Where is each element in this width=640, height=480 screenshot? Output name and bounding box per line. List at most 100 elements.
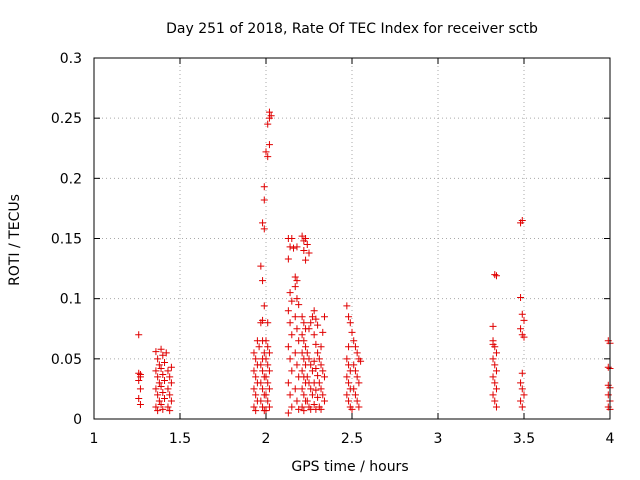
data-point (517, 293, 525, 301)
data-point (303, 241, 311, 249)
data-point (302, 343, 310, 351)
data-point (252, 407, 260, 415)
data-point (348, 405, 356, 413)
data-point (291, 349, 299, 357)
data-point (159, 389, 167, 397)
y-axis-label: ROTI / TECUs (7, 194, 23, 286)
y-tick-label: 0.25 (51, 111, 82, 127)
data-point (320, 373, 328, 381)
data-point (355, 379, 363, 387)
data-point (257, 361, 265, 369)
data-point (259, 219, 267, 227)
data-point (157, 401, 165, 409)
data-point (152, 403, 160, 411)
data-point (351, 391, 359, 399)
data-point (157, 383, 165, 391)
data-point (310, 357, 318, 365)
data-point (492, 367, 500, 375)
data-point (167, 397, 175, 405)
x-axis-label: GPS time / hours (291, 459, 408, 475)
data-point (286, 391, 294, 399)
data-point (286, 319, 294, 327)
data-point (159, 405, 167, 413)
data-point (353, 349, 361, 357)
data-point (492, 272, 500, 280)
data-point (284, 307, 292, 315)
data-point (345, 343, 353, 351)
data-point (288, 331, 296, 339)
data-point (267, 112, 275, 120)
x-tick-label: 4 (606, 431, 615, 447)
data-point (259, 316, 267, 324)
data-point (293, 243, 301, 251)
data-point (351, 343, 359, 351)
data-point (257, 262, 265, 270)
data-point (348, 328, 356, 336)
data-point (260, 225, 268, 233)
data-point (305, 325, 313, 333)
data-point (293, 397, 301, 405)
data-point (135, 369, 143, 377)
data-point (264, 343, 272, 351)
data-point (350, 337, 358, 345)
data-point (262, 355, 270, 363)
data-point (489, 355, 497, 363)
data-point (288, 367, 296, 375)
data-point (265, 349, 273, 357)
data-point (284, 255, 292, 263)
data-point (154, 391, 162, 399)
data-point (314, 349, 322, 357)
data-point (164, 385, 172, 393)
data-point (265, 108, 273, 116)
data-point (259, 277, 267, 285)
data-point (298, 385, 306, 393)
data-point (298, 331, 306, 339)
chart-title: Day 251 of 2018, Rate Of TEC Index for r… (166, 21, 538, 37)
x-tick-label: 3 (434, 431, 443, 447)
data-point (302, 256, 310, 264)
data-point (317, 405, 325, 413)
data-point (492, 385, 500, 393)
data-point (291, 385, 299, 393)
data-point (489, 373, 497, 381)
data-point (312, 386, 320, 394)
data-point (302, 235, 310, 242)
data-point (319, 391, 327, 399)
x-tick-label: 1 (90, 431, 99, 447)
data-point (307, 361, 315, 369)
data-point (320, 313, 328, 321)
data-point (262, 373, 270, 381)
data-point (293, 295, 301, 303)
y-tick-label: 0.2 (60, 171, 82, 187)
data-point (284, 379, 292, 387)
data-point (489, 322, 497, 330)
data-point (357, 357, 365, 365)
data-point (300, 319, 308, 327)
data-point (161, 395, 169, 403)
data-point (317, 385, 325, 393)
data-point (353, 397, 361, 405)
data-point (303, 373, 311, 381)
data-point (262, 337, 270, 345)
data-point (491, 379, 499, 387)
data-point (307, 385, 315, 393)
data-point (518, 403, 526, 411)
data-point (300, 407, 308, 415)
data-point (255, 343, 263, 351)
data-points (135, 108, 614, 417)
data-point (161, 358, 169, 366)
data-point (135, 395, 143, 403)
data-point (517, 379, 525, 387)
data-point (166, 407, 174, 415)
data-point (320, 397, 328, 405)
data-point (136, 370, 144, 378)
data-point (319, 367, 327, 375)
data-point (518, 369, 526, 377)
data-point (288, 297, 296, 305)
y-tick-label: 0.05 (51, 352, 82, 368)
data-point (260, 183, 268, 191)
data-point (489, 340, 497, 348)
x-tick-label: 1.5 (169, 431, 191, 447)
data-point (345, 313, 353, 321)
data-point (250, 385, 258, 393)
